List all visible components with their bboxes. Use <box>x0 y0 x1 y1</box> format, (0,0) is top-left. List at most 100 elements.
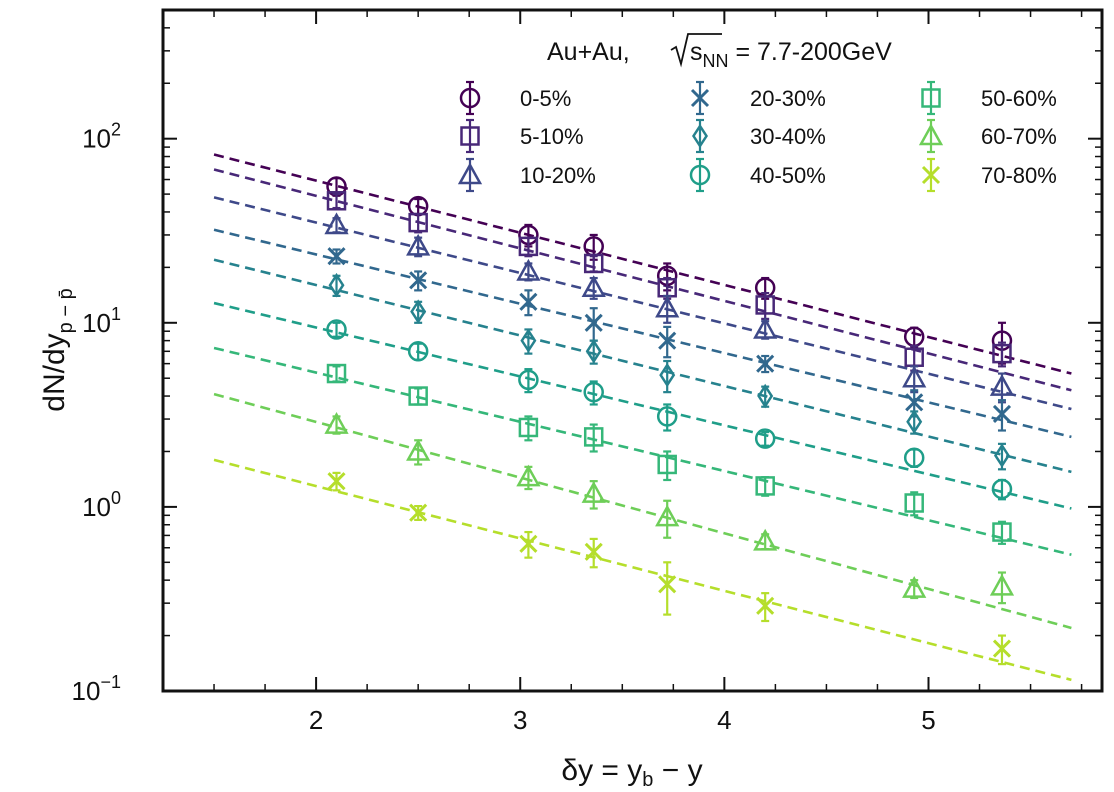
fit-line <box>213 301 1072 510</box>
marker-circle <box>326 319 347 340</box>
marker-xcross <box>658 575 677 594</box>
marker-circle <box>407 341 429 362</box>
data-point <box>659 359 676 394</box>
data-point <box>906 409 923 435</box>
marker-triangle <box>581 275 606 297</box>
marker-triangle <box>753 316 778 339</box>
plot-frame <box>161 8 1104 693</box>
marker-square <box>408 212 428 233</box>
data-point <box>657 450 677 482</box>
legend-label: 40-50% <box>750 163 826 188</box>
legend-item: 20-30% <box>690 80 826 116</box>
data-point <box>993 442 1010 471</box>
data-point <box>754 428 776 449</box>
data-point <box>327 471 346 492</box>
fit-line <box>213 392 1072 630</box>
legend-label: 0-5% <box>520 86 571 111</box>
marker-triangle <box>324 212 349 235</box>
marker-diamond <box>993 443 1010 468</box>
legend-item: 60-70% <box>918 118 1057 154</box>
marker-triangle <box>902 365 927 388</box>
data-point <box>409 270 428 292</box>
marker-square <box>992 343 1012 364</box>
data-point <box>756 354 775 374</box>
legend-label: 5-10% <box>520 124 584 149</box>
data-point <box>992 399 1012 432</box>
data-point <box>518 236 539 258</box>
legend-item: 70-80% <box>921 157 1057 193</box>
marker-triangle <box>902 576 927 598</box>
legend-marker-square <box>921 88 941 108</box>
data-point <box>328 272 345 298</box>
data-point <box>753 316 778 340</box>
data-point <box>326 191 347 211</box>
fit-line <box>213 458 1072 682</box>
marker-circle <box>903 447 925 468</box>
marker-diamond <box>410 299 427 324</box>
data-point <box>655 294 680 324</box>
marker-xcross <box>409 271 428 290</box>
legend-item: 50-60% <box>921 80 1057 116</box>
data-point <box>581 480 606 510</box>
marker-diamond <box>585 339 602 364</box>
data-point <box>409 503 428 522</box>
data-point <box>658 325 677 359</box>
legend-marker-circle <box>459 87 481 109</box>
y-tick-label: 10−1 <box>72 672 121 706</box>
marker-triangle <box>655 295 680 318</box>
legend-item: 30-40% <box>692 118 826 154</box>
x-axis-title: δy = yb − y <box>561 754 702 791</box>
marker-circle <box>583 381 604 403</box>
y-axis-title: dN/dyp − p̄ <box>38 288 77 411</box>
data-point <box>324 212 349 235</box>
data-point <box>520 328 537 355</box>
legend-label: 10-20% <box>520 163 596 188</box>
fit-line <box>213 258 1072 474</box>
data-point <box>992 520 1012 545</box>
data-point <box>584 537 603 569</box>
marker-square <box>326 191 347 211</box>
marker-diamond <box>328 272 345 298</box>
y-tick-label: 102 <box>82 120 121 154</box>
x-tick-label: 4 <box>717 705 731 735</box>
marker-triangle <box>989 374 1015 396</box>
data-point <box>756 592 775 623</box>
data-point <box>516 464 541 491</box>
data-point <box>326 363 347 384</box>
data-point <box>326 319 347 340</box>
marker-triangle <box>516 258 541 281</box>
data-point <box>408 212 428 234</box>
axis-ticks: 2 3 4 5 10−1 100 101 102 <box>72 9 1102 735</box>
x-tick-label: 2 <box>309 705 323 735</box>
marker-square <box>904 493 924 513</box>
marker-xcross <box>409 503 428 522</box>
legend-marker-xcross <box>921 165 941 185</box>
marker-triangle <box>324 411 349 434</box>
data-point <box>755 291 775 320</box>
legend-marker-triangle <box>918 123 944 146</box>
y-tick-label: 100 <box>82 488 121 522</box>
marker-triangle <box>655 504 680 527</box>
data-point <box>753 528 778 551</box>
marker-xcross <box>519 534 538 553</box>
data-point <box>904 491 924 517</box>
legend-label: 30-40% <box>750 124 826 149</box>
data-point <box>583 380 604 406</box>
data-point <box>518 368 539 394</box>
marker-square <box>657 454 677 475</box>
legend-marker-diamond <box>692 123 708 149</box>
data-point <box>903 326 925 348</box>
marker-triangle <box>406 438 431 461</box>
marker-diamond <box>520 328 537 353</box>
marker-square <box>583 253 604 274</box>
data-point <box>583 253 604 274</box>
marker-xcross <box>327 247 346 266</box>
marker-diamond <box>757 383 774 409</box>
sqrt-sign <box>670 33 722 68</box>
data-point <box>755 476 775 497</box>
legend-label: 20-30% <box>750 86 826 111</box>
marker-circle <box>991 478 1013 500</box>
y-tick-label: 101 <box>82 304 121 338</box>
data-point <box>902 576 927 600</box>
fit-line <box>213 168 1072 392</box>
